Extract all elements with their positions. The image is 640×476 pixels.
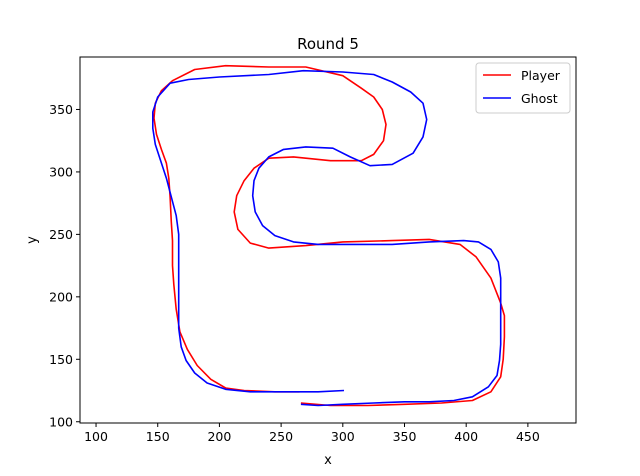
series-line-player xyxy=(153,64,506,407)
x-tick-label: 450 xyxy=(516,429,540,444)
x-tick-label: 100 xyxy=(84,429,108,444)
series-layer xyxy=(152,64,506,407)
y-tick-label: 100 xyxy=(49,414,73,429)
x-tick-label: 250 xyxy=(269,429,293,444)
legend-label-player: Player xyxy=(521,68,561,83)
series-line-ghost xyxy=(152,69,502,407)
x-tick-label: 150 xyxy=(146,429,170,444)
x-axis: 100 150 200 250 300 350 400 450 xyxy=(84,423,540,444)
x-axis-label: x xyxy=(324,453,332,468)
y-tick-label: 150 xyxy=(49,352,73,367)
legend-label-ghost: Ghost xyxy=(521,91,558,106)
plot-background xyxy=(80,57,576,423)
x-tick-label: 300 xyxy=(331,429,355,444)
y-tick-label: 200 xyxy=(49,289,73,304)
y-tick-label: 350 xyxy=(49,102,73,117)
plot-frame xyxy=(79,56,577,424)
y-axis-label: y xyxy=(25,236,40,244)
y-tick-label: 250 xyxy=(49,227,73,242)
x-tick-label: 200 xyxy=(207,429,231,444)
y-tick-label: 300 xyxy=(49,164,73,179)
y-axis: 100 150 200 250 300 350 xyxy=(49,102,80,429)
x-tick-label: 350 xyxy=(393,429,417,444)
x-tick-label: 400 xyxy=(454,429,478,444)
chart-title: Round 5 xyxy=(297,35,359,53)
legend: Player Ghost xyxy=(475,62,571,114)
